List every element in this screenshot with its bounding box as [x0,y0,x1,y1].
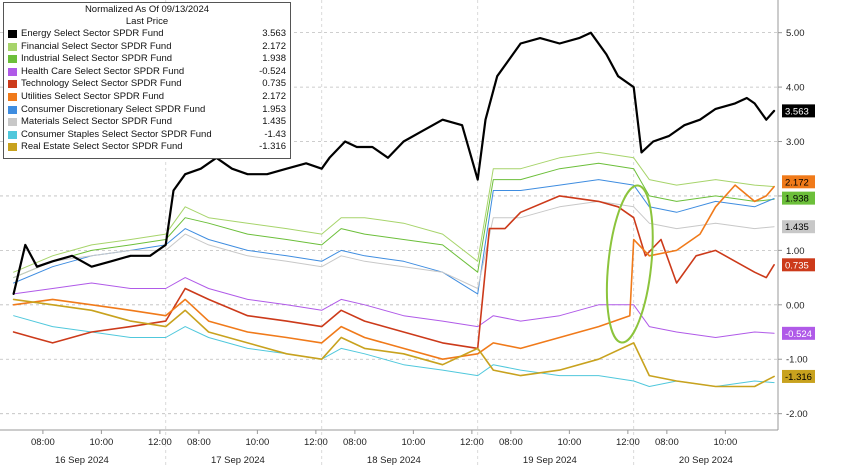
x-tick-label: 10:00 [90,437,114,448]
legend-value: -1.43 [264,128,286,140]
highlight-ellipse [605,184,654,344]
legend-entry: Utilities Select Sector SPDR Fund 2.172 [8,91,286,103]
legend-entry: Industrial Select Sector SPDR Fund 1.938 [8,53,286,65]
legend-swatch [8,30,17,38]
legend-entry: Consumer Discretionary Select SPDR Fund 1… [8,104,286,116]
value-tag [782,104,815,118]
series-line-1 [12,31,776,295]
value-tag-label: 1.938 [785,194,809,205]
y-tick-label: 0.00 [786,300,805,311]
x-day-label: 19 Sep 2024 [523,455,577,466]
legend-value: 1.938 [262,53,286,65]
x-day-label: 16 Sep 2024 [55,455,109,466]
value-tag-label: 0.735 [785,260,809,271]
value-tag [782,326,815,340]
annotation [605,184,654,344]
legend-swatch [8,55,17,64]
legend-swatch [8,105,17,114]
value-tags: 3.563 2.172 1.938 1.435 0.735 -0.524 -1.316 [782,104,815,383]
value-tag-label: 1.435 [785,222,809,233]
y-tick-label: -1.00 [786,355,808,366]
legend-value: 1.435 [262,116,286,128]
legend-value: -0.524 [259,65,286,77]
value-tag [782,369,815,383]
legend-entry: Technology Select Sector SPDR Fund 0.735 [8,78,286,90]
x-tick-label: 08:00 [499,437,523,448]
value-tag [782,220,815,234]
legend-value: 1.953 [262,103,286,115]
legend-entry: Financial Select Sector SPDR Fund 2.172 [8,41,286,53]
x-tick-label: 10:00 [245,437,269,448]
y-tick-label: -2.00 [786,409,808,420]
legend-value: 2.172 [262,91,286,102]
series-line-2 [13,151,775,273]
legend-name: Technology Select Sector SPDR Fund [21,78,182,90]
legend-name: Materials Select Sector SPDR Fund [21,116,173,128]
series-line-9 [13,315,775,387]
value-tag [782,191,815,205]
legend-name: Real Estate Select Sector SPDR Fund [21,141,183,153]
legend-swatch [8,80,17,89]
series-line-10 [12,298,775,388]
value-tag [782,175,815,189]
legend-value: -1.316 [259,141,286,153]
series-line-4 [13,277,775,338]
legend: Normalized As Of 09/13/2024 Last Price E… [3,2,291,159]
value-tag-label: -0.524 [785,329,812,340]
legend-name: Financial Select Sector SPDR Fund [21,40,172,52]
value-tag [782,258,815,272]
legend-entry: Health Care Select Sector SPDR Fund -0.52… [8,66,286,78]
x-day-label: 18 Sep 2024 [367,455,421,466]
x-tick-label: 08:00 [187,437,211,448]
x-tick-label: 12:00 [304,437,328,448]
y-tick-label: 1.00 [786,246,805,257]
legend-name: Energy Select Sector SPDR Fund [21,28,164,39]
legend-name: Consumer Discretionary Select SPDR Fund [21,103,206,115]
legend-name: Health Care Select Sector SPDR Fund [21,65,185,77]
y-tick-label: 3.00 [786,137,805,148]
x-tick-label: 08:00 [655,437,679,448]
chart-title: Normalized As Of 09/13/2024 [84,4,210,15]
series-line-8 [13,200,775,289]
x-tick-label: 10:00 [713,437,737,448]
value-tag-label: 3.563 [785,106,809,117]
legend-entry: Real Estate Select Sector SPDR Fund -1.31… [8,141,286,153]
series-line-6 [12,184,775,361]
x-tick-label: 10:00 [401,437,425,448]
legend-entry: Consumer Staples Select Sector SPDR Fund… [8,129,286,141]
y-tick-label: 4.00 [786,83,805,94]
x-tick-label: 12:00 [460,437,484,448]
y-tick-label: 5.00 [786,28,805,39]
value-tag-label: 2.172 [785,177,809,188]
value-tag-label: -1.316 [785,372,812,383]
x-day-label: 17 Sep 2024 [211,455,265,466]
x-axis: 08:00 10:00 12:00 08:00 10:00 12:00 08:00 10:00… [31,430,737,466]
legend-value: 3.563 [262,28,286,39]
legend-name: Utilities Select Sector SPDR Fund [21,91,165,102]
legend-value: 0.735 [262,78,286,90]
legend-swatch [8,93,17,101]
legend-swatch [8,130,17,139]
x-day-label: 20 Sep 2024 [679,455,733,466]
legend-name: Consumer Staples Select Sector SPDR Fund [21,128,212,140]
legend-swatch [8,118,17,127]
x-tick-label: 12:00 [616,437,640,448]
legend-swatch [8,42,17,51]
x-tick-label: 10:00 [557,437,581,448]
x-tick-label: 12:00 [148,437,172,448]
legend-name: Industrial Select Sector SPDR Fund [21,53,173,65]
legend-entry: Energy Select Sector SPDR Fund 3.563 [8,28,286,40]
legend-swatch [8,143,17,152]
x-tick-label: 08:00 [31,437,55,448]
x-tick-label: 08:00 [343,437,367,448]
legend-value: 2.172 [262,40,286,52]
chart-subtitle: Last Price [125,16,169,27]
legend-swatch [8,67,17,76]
series-line-5 [12,195,775,350]
legend-entry: Materials Select Sector SPDR Fund 1.435 [8,116,286,128]
